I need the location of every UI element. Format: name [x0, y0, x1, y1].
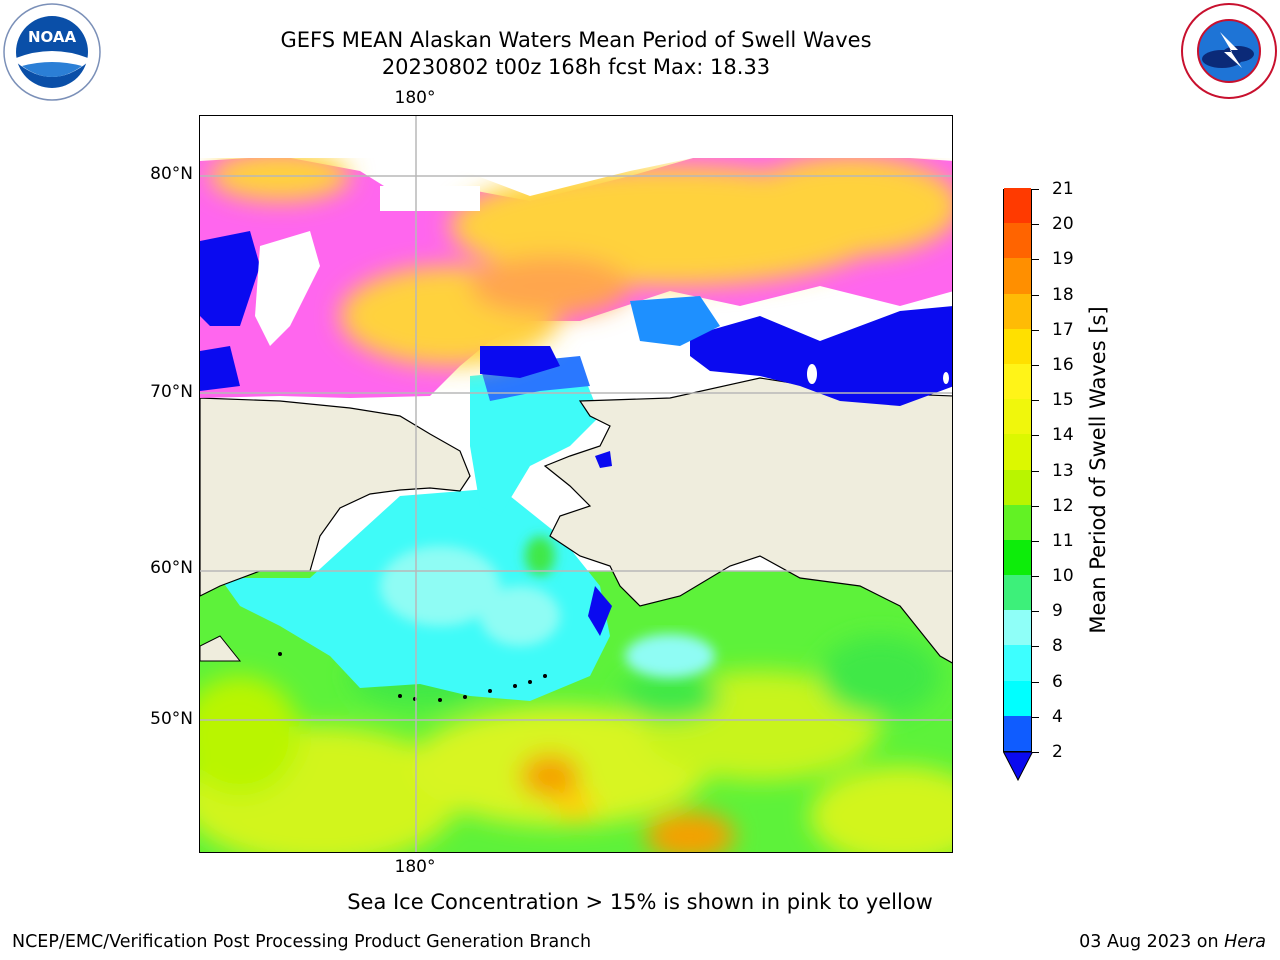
colorbar-tick-label: 8 — [1052, 636, 1063, 657]
colorbar-tick-label: 13 — [1052, 460, 1074, 481]
colorbar-tick-label: 21 — [1052, 179, 1074, 199]
colorbar-segment — [1004, 328, 1031, 364]
no-data-area — [255, 231, 320, 346]
land-alaska — [543, 377, 952, 664]
lat-label-70n: 70°N — [150, 382, 193, 402]
colorbar-segment — [1004, 222, 1031, 259]
land-siberia — [200, 397, 471, 597]
colorbar-tick — [1032, 681, 1039, 683]
colorbar-tick — [1032, 752, 1039, 753]
colorbar-tick — [1032, 576, 1039, 578]
colorbar-tick — [1032, 435, 1039, 437]
colorbar-segment — [1004, 574, 1031, 611]
swell-period-field — [200, 636, 952, 852]
colorbar-segment — [1004, 644, 1031, 681]
colorbar-tick — [1032, 189, 1039, 190]
svg-text:NOAA: NOAA — [28, 28, 77, 46]
colorbar-title: Mean Period of Swell Waves [s] — [1086, 306, 1110, 634]
gulf-of-alaska-cyan — [625, 634, 715, 678]
footer-host: Hera — [1224, 932, 1266, 952]
map-panel — [199, 115, 953, 853]
colorbar-tick — [1032, 259, 1039, 261]
colorbar-segment — [1004, 715, 1031, 751]
colorbar-segment — [1004, 257, 1031, 294]
colorbar — [1003, 187, 1032, 752]
colorbar-segment — [1004, 609, 1031, 646]
lon-label-top: 180° — [394, 88, 436, 108]
lat-label-60n: 60°N — [150, 558, 193, 578]
colorbar-tick — [1032, 540, 1039, 542]
colorbar-segment — [1004, 187, 1031, 224]
colorbar-segment — [1004, 539, 1031, 576]
footer-date: 03 Aug 2023 on — [1079, 932, 1225, 952]
footer-left: NCEP/EMC/Verification Post Processing Pr… — [12, 932, 592, 952]
colorbar-segment — [1004, 680, 1031, 716]
colorbar-tick-label: 16 — [1052, 354, 1074, 375]
map-svg — [200, 116, 952, 852]
colorbar-tick-label: 17 — [1052, 319, 1074, 340]
lat-label-50n: 50°N — [150, 709, 193, 729]
colorbar-tick-label: 19 — [1052, 249, 1074, 270]
footer-right: 03 Aug 2023 on Hera — [1079, 932, 1266, 952]
colorbar-tick — [1032, 716, 1039, 718]
colorbar-tick-label: 2 — [1052, 742, 1063, 762]
colorbar-tick-label: 18 — [1052, 284, 1074, 305]
colorbar-tick — [1032, 364, 1039, 366]
colorbar-tick — [1032, 611, 1039, 613]
colorbar-tick — [1032, 646, 1039, 648]
lat-label-80n: 80°N — [150, 164, 193, 184]
low-period-west — [200, 231, 260, 326]
colorbar-segment — [1004, 504, 1031, 540]
colorbar-tick-label: 14 — [1052, 425, 1074, 446]
colorbar-tick — [1032, 294, 1039, 296]
colorbar-tick — [1032, 505, 1039, 507]
colorbar-tick — [1032, 329, 1039, 331]
colorbar-tick — [1032, 224, 1039, 226]
colorbar-segment — [1004, 433, 1031, 470]
colorbar-extend-arrow — [1002, 751, 1034, 786]
colorbar-tick-label: 10 — [1052, 566, 1074, 587]
colorbar-tick-label: 9 — [1052, 601, 1063, 622]
lon-label-bottom: 180° — [394, 857, 436, 877]
colorbar-tick-label: 6 — [1052, 671, 1063, 692]
colorbar-tick — [1032, 400, 1039, 402]
low-period-beaufort — [690, 306, 952, 406]
chart-subtitle: 20230802 t00z 168h fcst Max: 18.33 — [381, 55, 771, 79]
chart-title: GEFS MEAN Alaskan Waters Mean Period of … — [280, 28, 872, 52]
colorbar-tick-label: 15 — [1052, 390, 1074, 411]
noaa-logo: NOAA — [2, 2, 102, 102]
map-gridlines — [200, 116, 952, 852]
colorbar-segment — [1004, 363, 1031, 400]
colorbar-segment — [1004, 398, 1031, 435]
aleutian-islands — [278, 652, 547, 702]
caption: Sea Ice Concentration > 15% is shown in … — [347, 890, 933, 914]
colorbar-tick-label: 20 — [1052, 214, 1074, 235]
chukchi-sea — [470, 366, 600, 516]
colorbar-tick — [1032, 470, 1039, 472]
colorbar-tick-label: 4 — [1052, 706, 1063, 727]
colorbar-segment — [1004, 469, 1031, 505]
colorbar-tick-label: 11 — [1052, 530, 1074, 551]
colorbar-tick-label: 12 — [1052, 495, 1074, 516]
colorbar-segment — [1004, 293, 1031, 329]
nws-logo — [1180, 2, 1278, 100]
